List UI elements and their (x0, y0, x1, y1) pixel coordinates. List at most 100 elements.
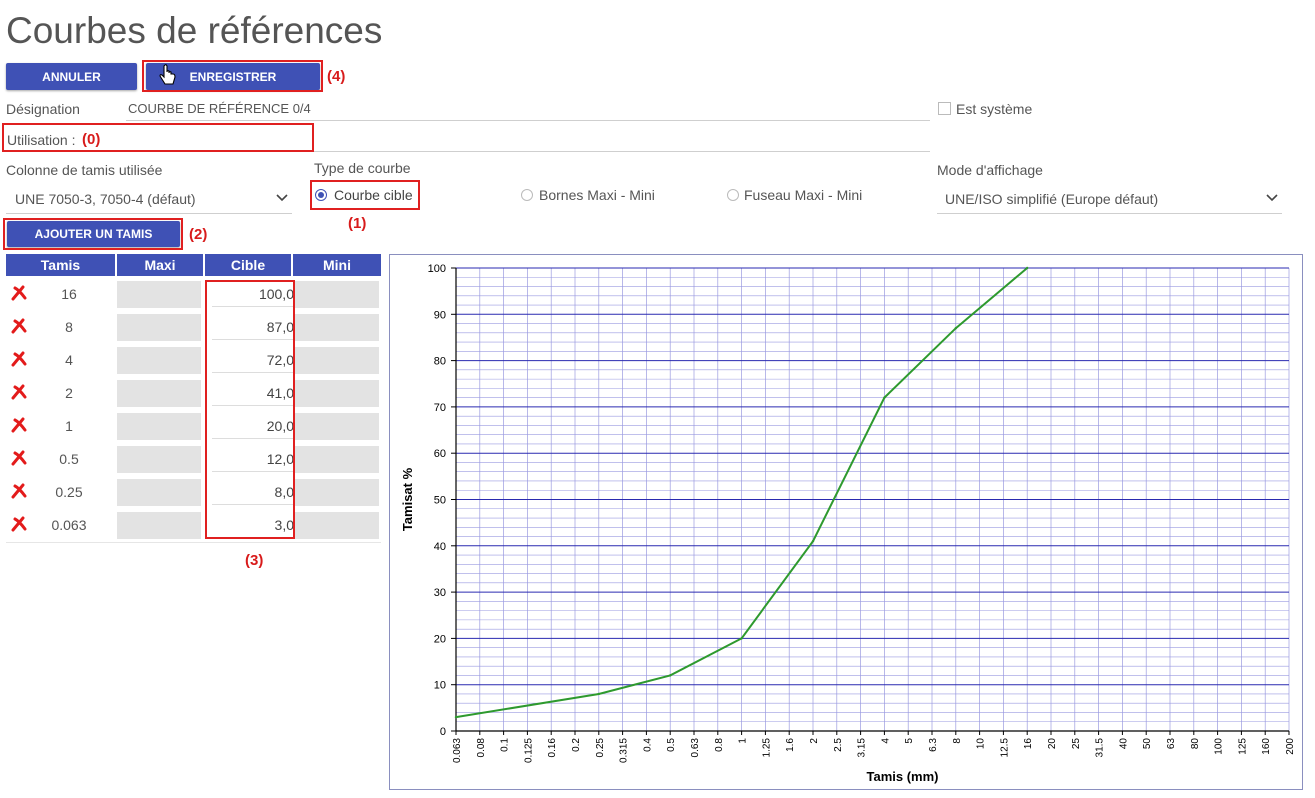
radio-envelope-max-min[interactable] (727, 189, 739, 201)
x-tick-label: 0.16 (547, 738, 558, 758)
maxi-cell[interactable] (117, 512, 201, 539)
system-label: Est système (956, 101, 1032, 117)
y-tick-label: 50 (434, 495, 446, 507)
table-row: 0.25 8,0 (6, 476, 381, 509)
table-row: 1 20,0 (6, 410, 381, 443)
designation-underline (126, 120, 930, 121)
delete-icon[interactable] (10, 515, 28, 533)
delete-icon[interactable] (10, 449, 28, 467)
x-tick-label: 2.5 (833, 738, 844, 752)
cancel-button[interactable]: ANNULER (6, 63, 137, 90)
table-header-cible: Cible (205, 254, 291, 276)
delete-icon[interactable] (10, 317, 28, 335)
chart-container: 0 10 20 30 40 50 60 70 80 90 100 0.063 0.08 0.1 0.125 0… (389, 254, 1303, 790)
data-point (598, 693, 600, 695)
mini-cell[interactable] (295, 512, 379, 539)
table-row: 2 41,0 (6, 377, 381, 410)
y-tick-label: 60 (434, 448, 446, 460)
usage-underline[interactable] (314, 151, 930, 152)
data-point (883, 396, 885, 398)
maxi-cell[interactable] (117, 347, 201, 374)
table-row: 16 100,0 (6, 278, 381, 311)
mini-cell[interactable] (295, 479, 379, 506)
x-tick-label: 3.15 (857, 738, 868, 758)
page-title: Courbes de références (6, 10, 382, 52)
x-axis-title: Tamis (mm) (867, 769, 939, 784)
tamis-value: 2 (42, 385, 96, 401)
data-point (955, 327, 957, 329)
x-tick-label: 63 (1166, 738, 1177, 750)
radio-curve-target-label[interactable]: Courbe cible (334, 187, 413, 203)
mini-cell[interactable] (295, 347, 379, 374)
maxi-cell[interactable] (117, 314, 201, 341)
x-tick-label: 12.5 (999, 738, 1010, 758)
display-mode-label: Mode d'affichage (937, 162, 1043, 178)
granulometry-chart: 0 10 20 30 40 50 60 70 80 90 100 0.063 0.08 0.1 0.125 0… (390, 255, 1302, 789)
maxi-cell[interactable] (117, 281, 201, 308)
sieve-column-select[interactable]: UNE 7050-3, 7050-4 (défaut) (15, 191, 196, 207)
annotation-box-usage (2, 123, 314, 152)
chevron-down-icon[interactable] (276, 194, 288, 202)
x-tick-label: 0.2 (571, 738, 582, 752)
radio-curve-target[interactable] (315, 189, 327, 201)
mini-cell[interactable] (295, 413, 379, 440)
x-tick-label: 10 (976, 738, 987, 750)
mini-cell[interactable] (295, 380, 379, 407)
display-mode-select[interactable]: UNE/ISO simplifié (Europe défaut) (945, 191, 1158, 207)
x-tick-label: 100 (1214, 738, 1225, 755)
maxi-cell[interactable] (117, 446, 201, 473)
x-tick-label: 200 (1285, 738, 1296, 755)
hand-cursor-icon (158, 64, 178, 88)
y-tick-label: 90 (434, 309, 446, 321)
y-tick-label: 20 (434, 633, 446, 645)
x-tick-label: 0.125 (523, 738, 534, 763)
radio-envelope-max-min-label[interactable]: Fuseau Maxi - Mini (744, 187, 862, 203)
designation-label: Désignation (6, 101, 80, 117)
maxi-cell[interactable] (117, 380, 201, 407)
mini-cell[interactable] (295, 281, 379, 308)
table-header-maxi: Maxi (117, 254, 203, 276)
mini-cell[interactable] (295, 446, 379, 473)
tamis-value: 0.063 (42, 517, 96, 533)
x-tick-label: 4 (880, 738, 891, 744)
delete-icon[interactable] (10, 350, 28, 368)
chevron-down-icon[interactable] (1266, 194, 1278, 202)
radio-bounds-max-min-label[interactable]: Bornes Maxi - Mini (539, 187, 655, 203)
x-tick-label: 8 (952, 738, 963, 744)
designation-input[interactable]: COURBE DE RÉFÉRENCE 0/4 (128, 101, 311, 116)
y-tick-label: 100 (428, 263, 446, 275)
annotation-label-3: (3) (245, 552, 263, 569)
x-tick-label: 125 (1237, 738, 1248, 755)
x-tick-label: 5 (904, 738, 915, 744)
radio-bounds-max-min[interactable] (521, 189, 533, 201)
delete-icon[interactable] (10, 383, 28, 401)
x-tick-label: 1.6 (785, 738, 796, 752)
table-header-tamis: Tamis (6, 254, 115, 276)
data-point (1026, 267, 1028, 269)
x-tick-label: 0.08 (476, 738, 487, 758)
delete-icon[interactable] (10, 416, 28, 434)
display-mode-underline (937, 213, 1282, 214)
data-point (455, 716, 457, 718)
tamis-value: 4 (42, 352, 96, 368)
x-tick-label: 20 (1047, 738, 1058, 750)
x-tick-label: 0.4 (642, 738, 653, 752)
maxi-cell[interactable] (117, 479, 201, 506)
tamis-value: 8 (42, 319, 96, 335)
y-tick-label: 30 (434, 587, 446, 599)
x-tick-label: 6.3 (928, 738, 939, 752)
x-tick-label: 25 (1071, 738, 1082, 750)
delete-icon[interactable] (10, 284, 28, 302)
tamis-value: 16 (42, 286, 96, 302)
maxi-cell[interactable] (117, 413, 201, 440)
table-row: 8 87,0 (6, 311, 381, 344)
curve-type-label: Type de courbe (314, 160, 411, 176)
system-checkbox[interactable] (938, 102, 951, 115)
y-tick-label: 40 (434, 541, 446, 553)
delete-icon[interactable] (10, 482, 28, 500)
sieve-column-underline (6, 213, 292, 214)
x-tick-label: 16 (1023, 738, 1034, 750)
mini-cell[interactable] (295, 314, 379, 341)
y-axis-title: Tamisat % (400, 467, 415, 531)
annotation-label-2: (2) (189, 226, 207, 243)
